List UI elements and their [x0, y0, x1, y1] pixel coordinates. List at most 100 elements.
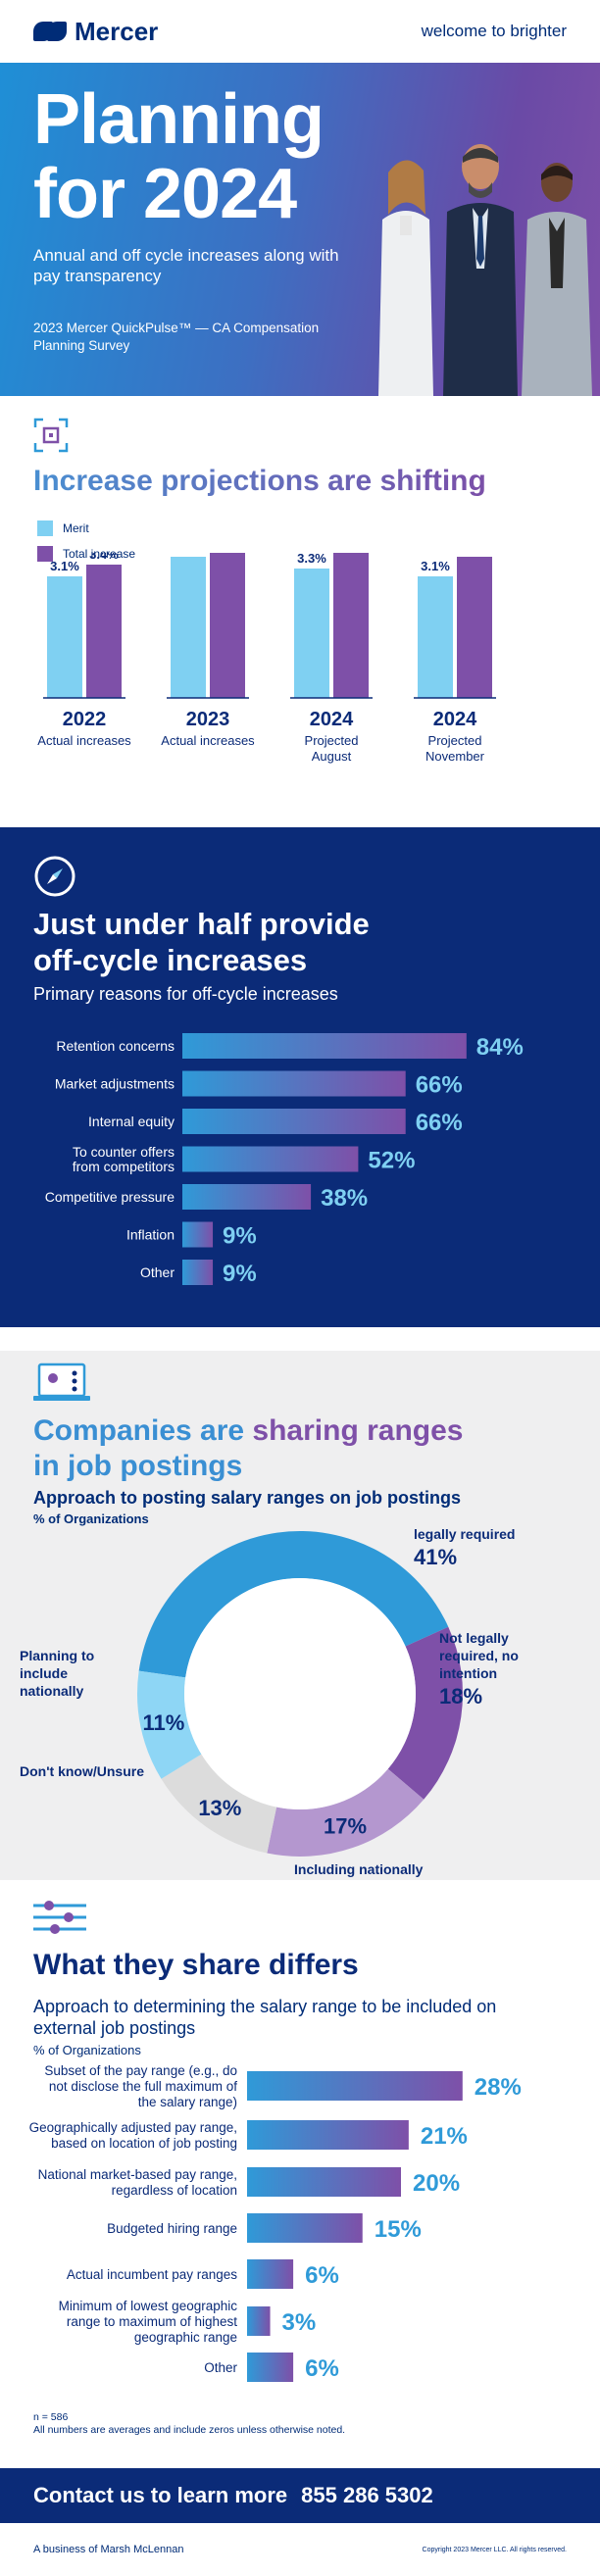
reason-label: Other — [140, 1264, 175, 1280]
approach-bar — [247, 2167, 401, 2197]
approach-value: 21% — [421, 2123, 468, 2150]
slice-label: legally required — [414, 1527, 515, 1542]
sliders-icon — [33, 1901, 86, 1934]
reason-label: Internal equity — [88, 1114, 175, 1129]
section-sharing-ranges: Companies are sharing ranges in job post… — [0, 1351, 600, 1880]
category-year-label: 2022 — [63, 709, 107, 730]
hero-banner: Planning for 2024 Annual and off cycle i… — [0, 63, 600, 396]
bar-value-label: 3.1% — [421, 559, 450, 573]
bar-merit-3 — [418, 576, 453, 698]
bar-total-increase-3 — [457, 557, 492, 698]
approach-bar — [247, 2306, 271, 2336]
bar-merit-1 — [171, 557, 206, 698]
category-label: Projected — [305, 733, 359, 748]
laptop-icon — [33, 1362, 90, 1401]
section2-subtitle: Primary reasons for off-cycle increases — [33, 984, 338, 1004]
reason-value: 66% — [416, 1110, 463, 1136]
approach-value: 20% — [413, 2170, 460, 2197]
slice-label: Not legally — [439, 1630, 509, 1646]
approach-bar — [247, 2213, 363, 2243]
slice-value: 11% — [143, 1710, 185, 1735]
contact-phone[interactable]: 855 286 5302 — [301, 2483, 433, 2507]
approach-label: geographic range — [134, 2330, 237, 2345]
bar-value-label: 3.3% — [297, 553, 326, 566]
slice-label: Including nationally — [294, 1861, 424, 1877]
approach-bar — [247, 2353, 294, 2382]
bar-merit-0 — [47, 576, 82, 698]
category-year-label: 2024 — [433, 709, 477, 730]
mercer-logo-icon — [33, 22, 67, 41]
footer-copyright: Copyright 2023 Mercer LLC. All rights re… — [422, 2546, 567, 2553]
category-label: Projected — [428, 733, 482, 748]
approach-label: Other — [204, 2360, 237, 2375]
slice-value: 13% — [198, 1796, 241, 1820]
legend-total-label: Total increase — [63, 547, 136, 561]
footer-business: A business of Marsh McLennan — [33, 2544, 184, 2555]
approach-value: 3% — [282, 2309, 317, 2336]
bar-value-label: 3.6% — [174, 553, 203, 554]
legend-merit-swatch — [37, 520, 53, 536]
approach-bar — [247, 2259, 294, 2289]
section-off-cycle: Just under half provide off-cycle increa… — [0, 827, 600, 1327]
approach-label: Geographically adjusted pay range, — [29, 2120, 237, 2135]
section3-title-part2: sharing ranges — [252, 1414, 464, 1447]
reason-value: 84% — [476, 1034, 524, 1061]
donut-slice — [267, 1768, 425, 1857]
section3-subtitle: Approach to posting salary ranges on job… — [33, 1488, 462, 1508]
approach-label: the salary range) — [138, 2095, 237, 2109]
section2-title: Just under half provide off-cycle increa… — [33, 906, 370, 978]
footnote-text: All numbers are averages and include zer… — [33, 2424, 346, 2436]
bar-total-increase-0 — [86, 565, 122, 698]
reason-bar — [182, 1260, 214, 1285]
section4-title: What they share differs — [33, 1949, 359, 1981]
slice-label: Don't know/Unsure — [20, 1763, 144, 1779]
category-label: Actual increases — [37, 733, 131, 748]
slice-value: 18% — [439, 1684, 482, 1709]
tagline: welcome to brighter — [421, 22, 567, 40]
mercer-logo[interactable]: Mercer — [33, 17, 158, 47]
approach-label: Budgeted hiring range — [107, 2221, 237, 2236]
category-label: Actual increases — [161, 733, 255, 748]
section3-title: Companies are sharing ranges in job post… — [33, 1413, 464, 1484]
footnote-sample: n = 586 — [33, 2411, 69, 2423]
slice-value: 17% — [324, 1813, 367, 1838]
footer: A business of Marsh McLennan Copyright 2… — [0, 2523, 600, 2576]
approach-label: not disclose the full maximum of — [49, 2079, 237, 2094]
approach-label: Subset of the pay range (e.g., do — [44, 2063, 237, 2078]
section1-title: Increase projections are shifting — [33, 465, 486, 497]
brand-name: Mercer — [75, 16, 159, 46]
reason-bar — [182, 1184, 312, 1210]
slice-value: 41% — [414, 1545, 457, 1569]
approach-label: National market-based pay range, — [38, 2167, 237, 2182]
section4-unit: % of Organizations — [33, 2043, 141, 2057]
approach-value: 6% — [305, 2355, 339, 2382]
reason-label: Competitive pressure — [45, 1189, 175, 1205]
contact-banner[interactable]: Contact us to learn more 855 286 5302 — [0, 2468, 600, 2523]
section3-unit: % of Organizations — [33, 1511, 149, 1526]
reason-bar — [182, 1070, 406, 1097]
section4-subtitle: Approach to determining the salary range… — [33, 1997, 497, 2038]
approach-label: Minimum of lowest geographic — [59, 2299, 238, 2313]
category-label-line2: November — [425, 749, 485, 764]
section-what-they-share: What they share differs Approach to dete… — [0, 1880, 600, 2468]
reason-value: 9% — [223, 1223, 257, 1250]
legend-total-swatch — [37, 546, 53, 562]
reason-label: from competitors — [73, 1159, 175, 1174]
reason-bar — [182, 1221, 214, 1248]
top-bar: Mercer welcome to brighter — [0, 0, 600, 63]
legend-merit-label: Merit — [63, 521, 89, 535]
category-label-line2: August — [312, 749, 352, 764]
reason-bar — [182, 1033, 467, 1059]
approach-label: range to maximum of highest — [67, 2314, 237, 2329]
bar-value-label: 3.1% — [50, 559, 79, 573]
hero-source: 2023 Mercer QuickPulse™ — CA Compensatio… — [33, 321, 320, 353]
hero-title: Planning for 2024 — [33, 82, 325, 231]
category-year-label: 2023 — [186, 709, 230, 730]
section3-title-part1: Companies are — [33, 1414, 253, 1447]
slice-label: intention — [439, 1665, 497, 1681]
target-icon — [33, 418, 69, 453]
slice-label: required, no — [439, 1648, 519, 1663]
donut-slice — [136, 1670, 202, 1779]
slice-label: nationally — [20, 1683, 84, 1699]
